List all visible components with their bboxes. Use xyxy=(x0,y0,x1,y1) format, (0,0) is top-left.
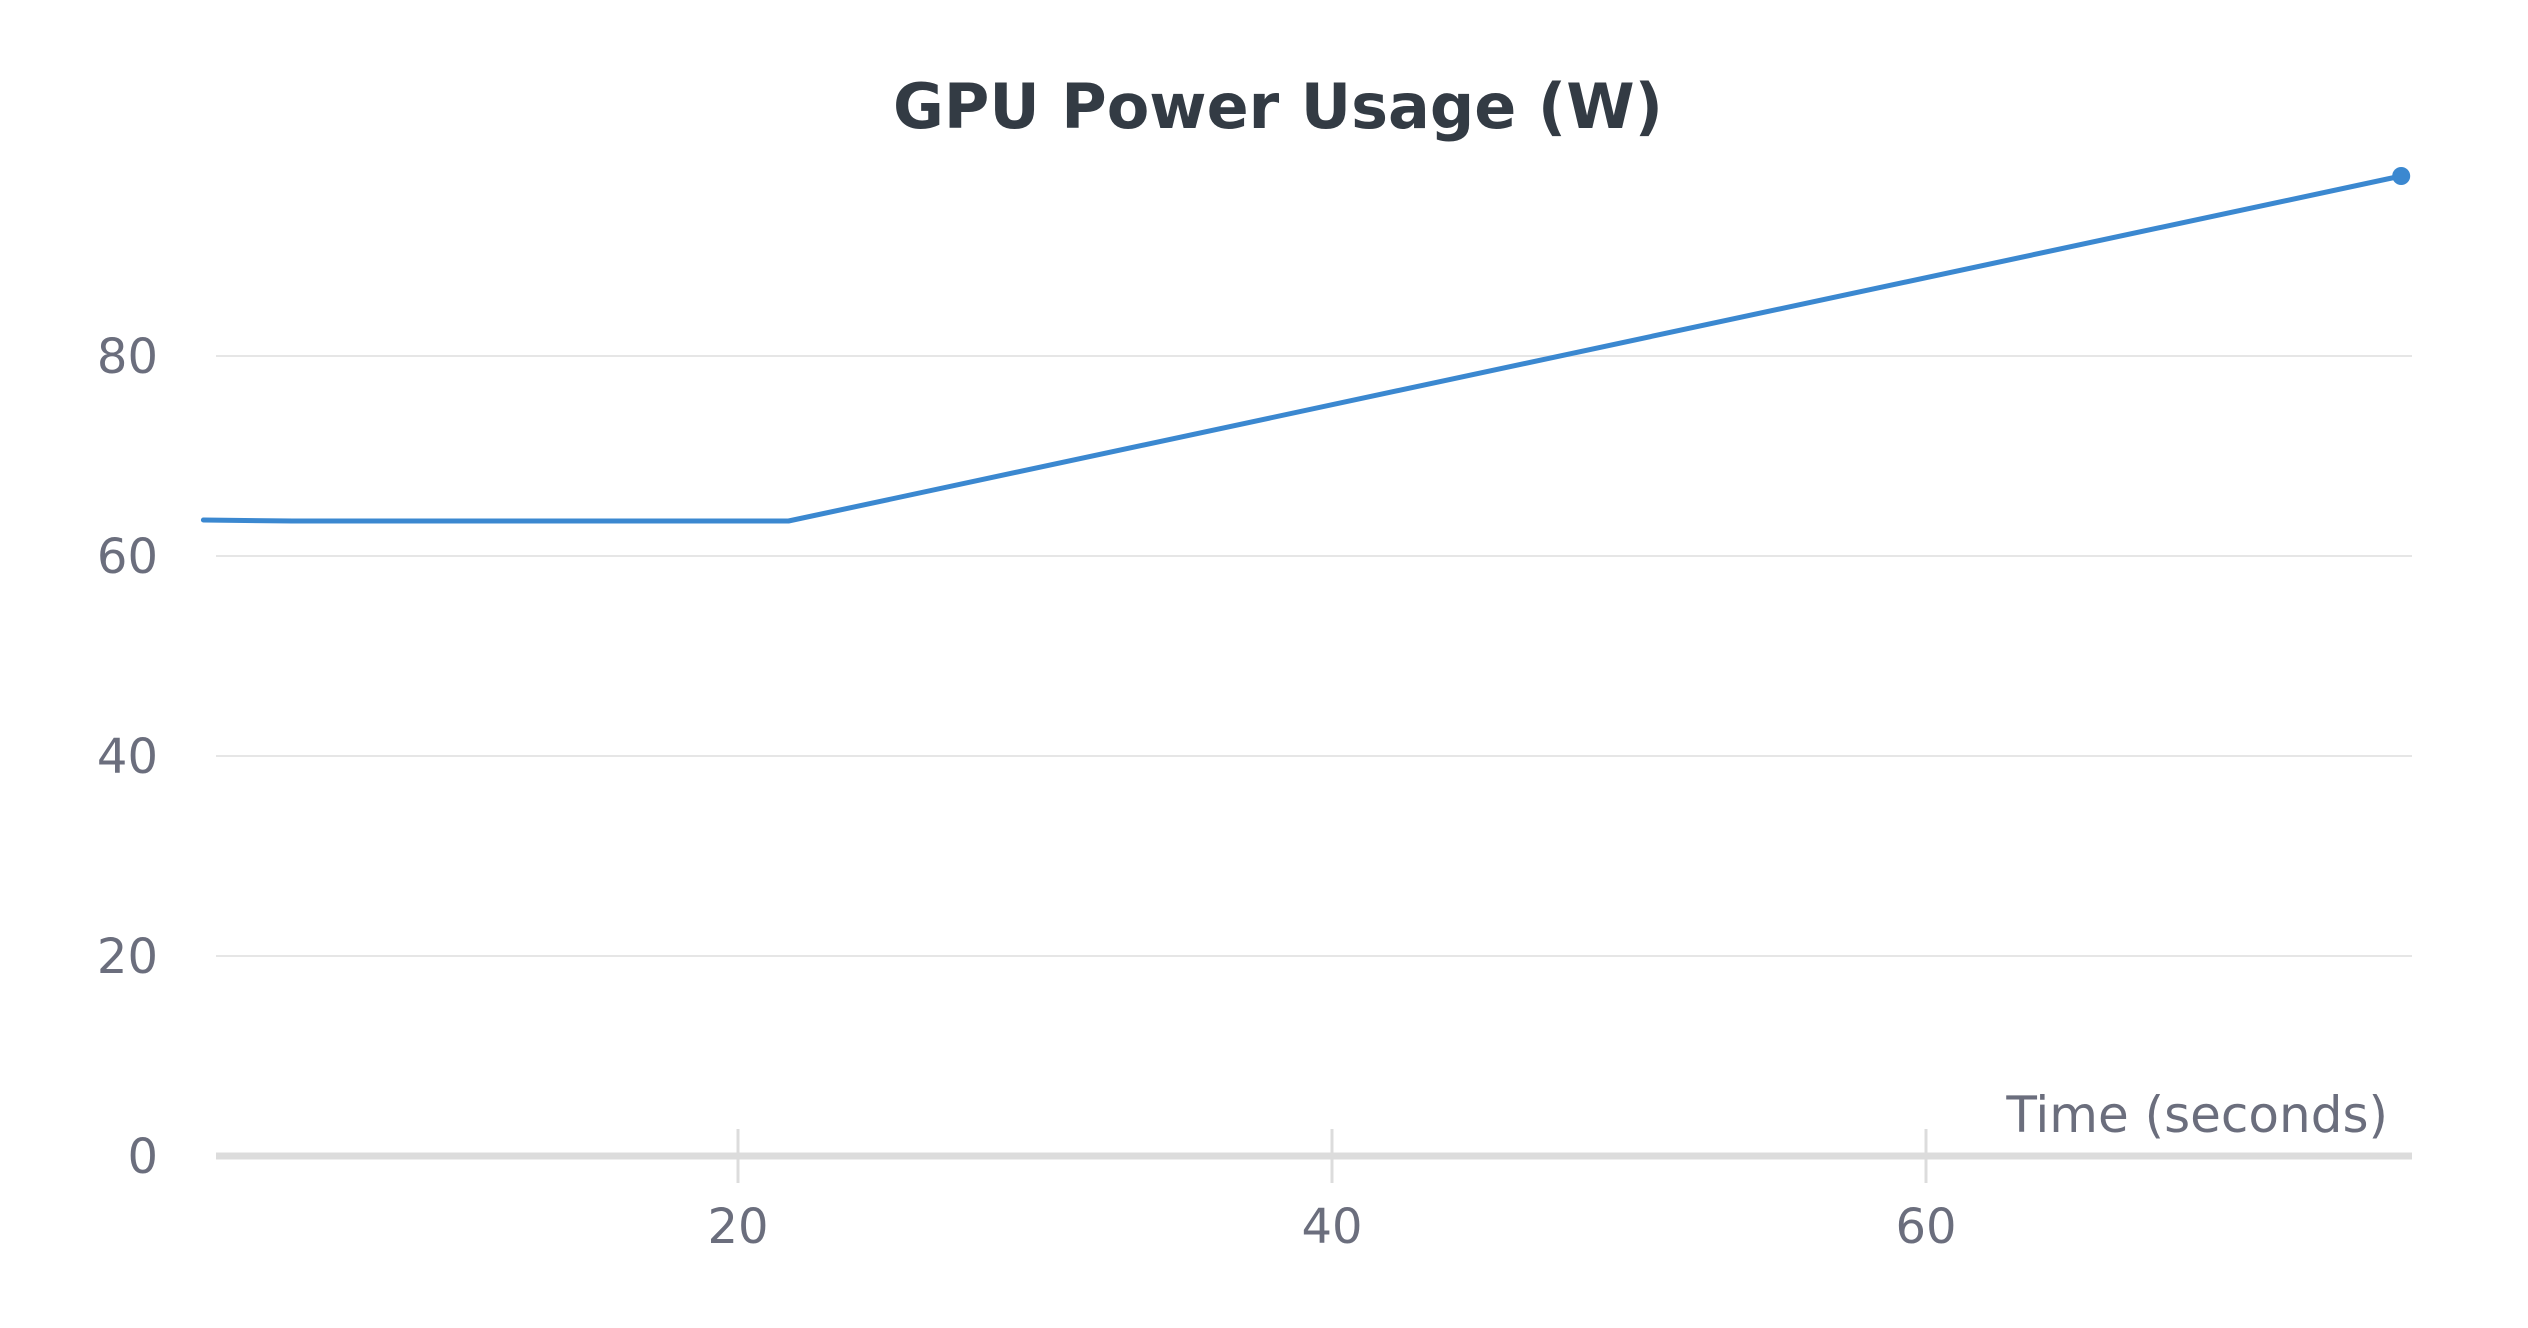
label-layer: GPU Power Usage (W) Time (seconds) 0 20 40… xyxy=(97,70,2388,1255)
y-tick-label: 40 xyxy=(97,729,158,785)
x-tick-label: 20 xyxy=(707,1199,768,1255)
series-line xyxy=(200,173,2404,524)
x-tick-label: 60 xyxy=(1895,1199,1956,1255)
series-layer xyxy=(200,167,2411,524)
chart-title: GPU Power Usage (W) xyxy=(893,70,1663,143)
x-axis-label: Time (seconds) xyxy=(2005,1086,2388,1144)
axis-layer xyxy=(216,1129,2412,1183)
y-tick-label: 60 xyxy=(97,529,158,585)
grid-layer xyxy=(216,355,2412,957)
y-tick-label: 80 xyxy=(97,329,158,385)
series-end-point xyxy=(2392,167,2411,185)
x-tick-label: 40 xyxy=(1301,1199,1362,1255)
y-tick-label: 20 xyxy=(97,929,158,985)
y-tick-label: 0 xyxy=(127,1129,158,1185)
